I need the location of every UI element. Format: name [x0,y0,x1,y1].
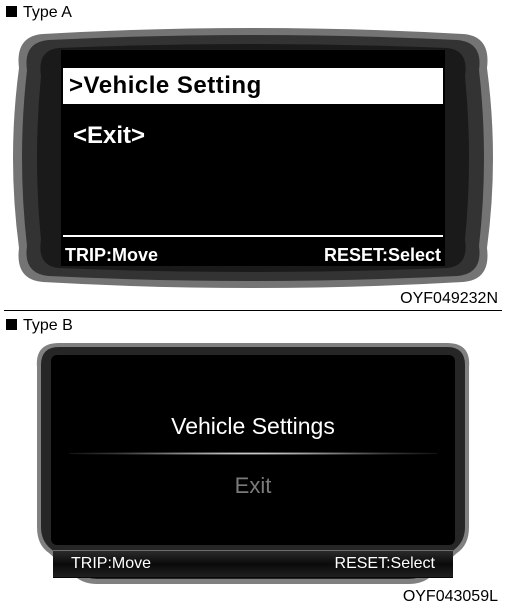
section-b-label: Type B [6,317,502,335]
menu-item-exit[interactable]: <Exit> [63,118,443,154]
footer-reset-label-b: RESET:Select [335,555,435,573]
footer-trip-label-b: TRIP:Move [71,555,151,573]
section-b-text: Type B [23,317,73,334]
menu-item-exit-b[interactable]: Exit [61,473,445,499]
section-a-text: Type A [23,4,72,21]
display-a-screen: >Vehicle Setting <Exit> TRIP:Move RESET:… [63,50,443,266]
bullet-icon [6,319,17,330]
image-code-a: OYF049232N [4,290,498,308]
display-b-footer: TRIP:Move RESET:Select [53,550,453,578]
display-b: Vehicle Settings Exit TRIP:Move RESET:Se… [33,341,473,586]
bullet-icon [6,6,17,17]
image-code-b: OYF043059L [4,588,498,606]
section-divider [4,310,502,311]
glow-divider [69,452,437,455]
display-b-screen: Vehicle Settings Exit [61,351,445,576]
section-a-label: Type A [6,4,502,22]
menu-item-vehicle-setting[interactable]: >Vehicle Setting [63,68,443,104]
display-a: >Vehicle Setting <Exit> TRIP:Move RESET:… [13,28,493,288]
footer-reset-label: RESET:Select [324,245,441,266]
footer-trip-label: TRIP:Move [65,245,158,266]
display-a-footer: TRIP:Move RESET:Select [63,237,443,266]
menu-item-vehicle-settings[interactable]: Vehicle Settings [61,413,445,440]
